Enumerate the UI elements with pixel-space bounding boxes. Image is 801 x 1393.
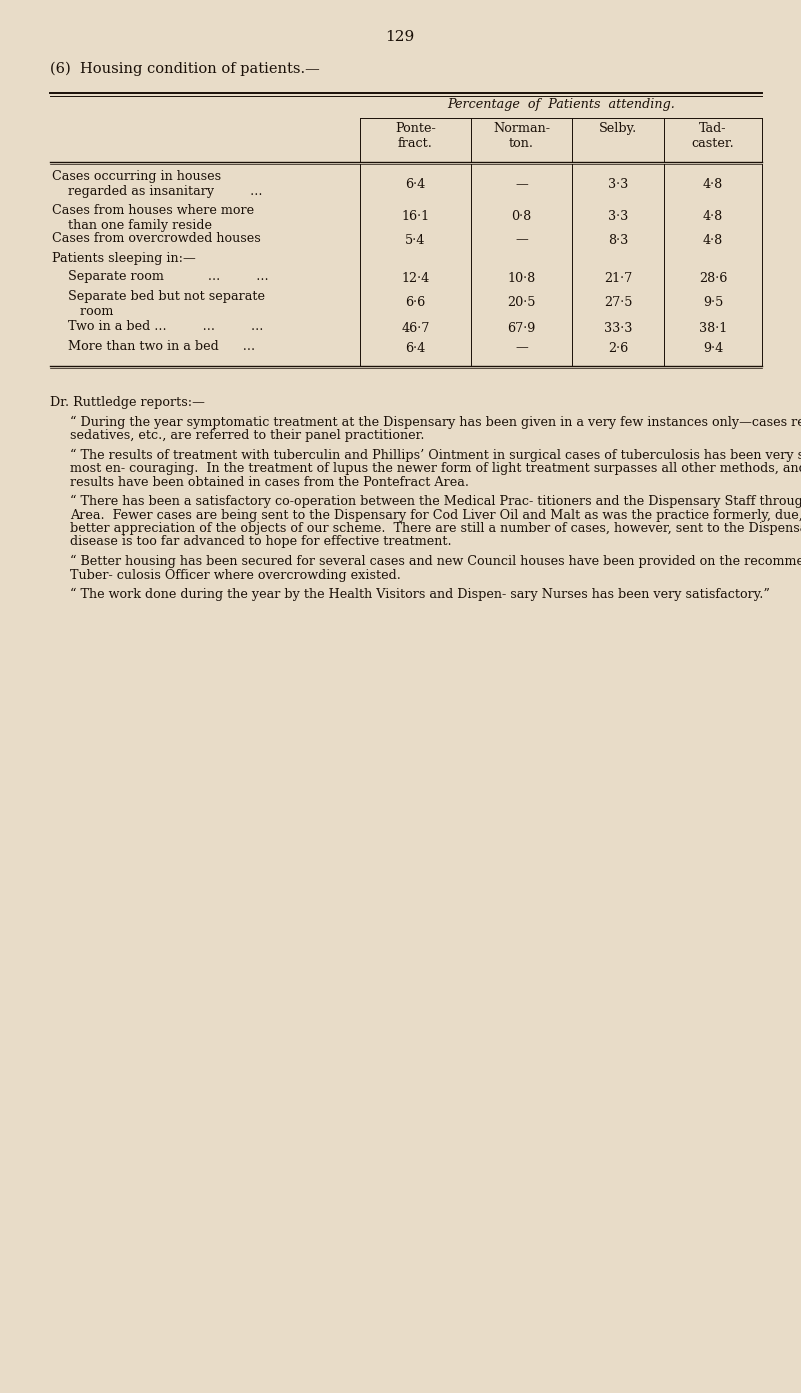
Text: —: — [515, 341, 528, 354]
Text: Separate bed but not separate
       room: Separate bed but not separate room [52, 290, 265, 318]
Text: 6·6: 6·6 [405, 297, 425, 309]
Text: Norman-
ton.: Norman- ton. [493, 123, 550, 150]
Text: 6·4: 6·4 [405, 341, 425, 354]
Text: Cases from houses where more
    than one family reside: Cases from houses where more than one fa… [52, 203, 254, 233]
Text: 2·6: 2·6 [608, 341, 628, 354]
Text: Ponte-
fract.: Ponte- fract. [395, 123, 436, 150]
Text: Cases occurring in houses
    regarded as insanitary         ...: Cases occurring in houses regarded as in… [52, 170, 263, 198]
Text: 46·7: 46·7 [401, 322, 429, 334]
Text: —: — [515, 234, 528, 247]
Text: Separate room           ...         ...: Separate room ... ... [52, 270, 268, 283]
Text: 3·3: 3·3 [608, 178, 628, 191]
Text: 0·8: 0·8 [511, 209, 532, 223]
Text: most en­ couraging.  In the treatment of lupus the newer form of light treatment: most en­ couraging. In the treatment of … [70, 462, 801, 475]
Text: “ During the year symptomatic treatment at the Dispensary has been given in a ve: “ During the year symptomatic treatment … [70, 415, 801, 429]
Text: 38·1: 38·1 [699, 322, 727, 334]
Text: 9·5: 9·5 [702, 297, 723, 309]
Text: 5·4: 5·4 [405, 234, 425, 247]
Text: 8·3: 8·3 [608, 234, 628, 247]
Text: 27·5: 27·5 [604, 297, 632, 309]
Text: 21·7: 21·7 [604, 272, 632, 284]
Text: 28·6: 28·6 [698, 272, 727, 284]
Text: (6)  Housing condition of patients.—: (6) Housing condition of patients.— [50, 63, 320, 77]
Text: Two in a bed ...         ...         ...: Two in a bed ... ... ... [52, 320, 264, 333]
Text: 3·3: 3·3 [608, 209, 628, 223]
Text: “ The results of treatment with tuberculin and Phillips’ Ointment in surgical ca: “ The results of treatment with tubercul… [70, 449, 801, 461]
Text: “ Better housing has been secured for several cases and new Council houses have : “ Better housing has been secured for se… [70, 554, 801, 568]
Text: “ There has been a satisfactory co-operation between the Medical Prac­ titioners: “ There has been a satisfactory co-opera… [70, 495, 801, 508]
Text: Patients sleeping in:—: Patients sleeping in:— [52, 252, 195, 265]
Text: 4·8: 4·8 [702, 234, 723, 247]
Text: disease is too far advanced to hope for effective treatment.: disease is too far advanced to hope for … [70, 535, 452, 549]
Text: 16·1: 16·1 [401, 209, 429, 223]
Text: 9·4: 9·4 [702, 341, 723, 354]
Text: —: — [515, 178, 528, 191]
Text: Percentage  of  Patients  attending.: Percentage of Patients attending. [447, 98, 675, 111]
Text: 129: 129 [385, 31, 415, 45]
Text: 6·4: 6·4 [405, 178, 425, 191]
Text: results have been obtained in cases from the Pontefract Area.: results have been obtained in cases from… [70, 475, 469, 489]
Text: 33·3: 33·3 [604, 322, 632, 334]
Text: More than two in a bed      ...: More than two in a bed ... [52, 340, 256, 352]
Text: Cases from overcrowded houses: Cases from overcrowded houses [52, 233, 261, 245]
Text: Dr. Ruttledge reports:—: Dr. Ruttledge reports:— [50, 396, 205, 410]
Text: Selby.: Selby. [599, 123, 637, 135]
Text: Area.  Fewer cases are being sent to the Dispensary for Cod Liver Oil and Malt a: Area. Fewer cases are being sent to the … [70, 508, 801, 521]
Text: 10·8: 10·8 [507, 272, 536, 284]
Text: 4·8: 4·8 [702, 178, 723, 191]
Text: Tuber­ culosis Officer where overcrowding existed.: Tuber­ culosis Officer where overcrowdin… [70, 568, 401, 581]
Text: 67·9: 67·9 [507, 322, 536, 334]
Text: Tad-
caster.: Tad- caster. [691, 123, 735, 150]
Text: 4·8: 4·8 [702, 209, 723, 223]
Text: sedatives, etc., are referred to their panel practitioner.: sedatives, etc., are referred to their p… [70, 429, 425, 442]
Text: “ The work done during the year by the Health Visitors and Dispen­ sary Nurses h: “ The work done during the year by the H… [70, 588, 770, 602]
Text: better appreciation of the objects of our scheme.  There are still a number of c: better appreciation of the objects of ou… [70, 522, 801, 535]
Text: 20·5: 20·5 [507, 297, 536, 309]
Text: 12·4: 12·4 [401, 272, 429, 284]
